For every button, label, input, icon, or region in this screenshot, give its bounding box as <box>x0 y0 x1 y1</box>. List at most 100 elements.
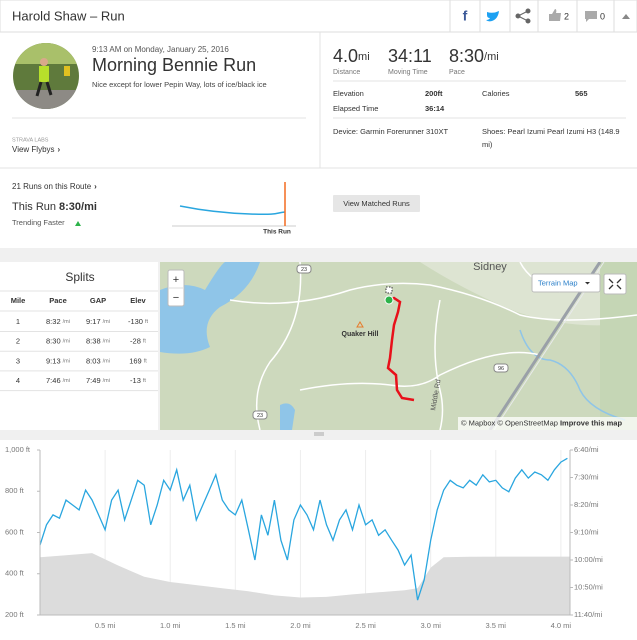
splits-title: Splits <box>65 270 94 284</box>
avatar <box>13 43 79 109</box>
split-value: -28 <box>130 337 141 346</box>
road-shield-label: 23 <box>301 267 307 273</box>
collapse-caret[interactable] <box>622 14 630 19</box>
layer-label[interactable]: Terrain Map <box>538 278 578 287</box>
split-value: 2 <box>16 337 20 346</box>
distance-unit: mi <box>358 51 370 63</box>
split-value: 8:32 <box>46 317 61 326</box>
route-runs-text[interactable]: 21 Runs on this Route <box>12 182 92 191</box>
split-unit: /mi <box>63 339 70 345</box>
attribution-text: © Mapbox © OpenStreetMap <box>461 418 558 427</box>
y-tick-label: 800 ft <box>5 486 25 495</box>
avatar-road <box>13 90 79 109</box>
trend: Trending Faster <box>12 218 65 227</box>
fullscreen-button[interactable] <box>603 273 627 295</box>
this-run-label: This Run <box>12 201 56 213</box>
layer-select[interactable] <box>531 273 601 293</box>
y2-tick-label: 10:00/mi <box>574 555 603 564</box>
split-cell: 8:32/mi <box>46 317 70 326</box>
pace-value: 8:30 <box>449 46 484 66</box>
y2-tick-label: 9:10/mi <box>574 527 599 536</box>
labs-label: STRAVA LABS <box>12 137 49 143</box>
split-value: 9:13 <box>46 356 61 365</box>
trend-arrow <box>75 221 81 226</box>
fullscreen-icon <box>608 278 622 290</box>
split-value: 7:46 <box>46 376 61 385</box>
facebook-icon[interactable]: f <box>463 8 468 24</box>
x-tick-label: 1.5 mi <box>225 621 246 630</box>
activity-name: Morning Bennie Run <box>92 55 256 75</box>
split-value: 7:49 <box>86 376 101 385</box>
distance: 4.0mi <box>333 46 370 66</box>
column-header: Elev <box>130 296 146 305</box>
comment-icon[interactable] <box>585 11 597 22</box>
split-unit: /mi <box>103 339 110 345</box>
elapsed-label: Elapsed Time <box>333 104 378 113</box>
x-tick-label: 4.0 mi <box>551 621 572 630</box>
calories-value: 565 <box>575 89 588 98</box>
road-shield <box>493 363 509 373</box>
trend-line <box>179 205 286 215</box>
attribution: © Mapbox © OpenStreetMap Improve this map <box>461 418 622 427</box>
pace: 8:30/mi <box>449 46 499 66</box>
split-unit: /mi <box>103 319 110 325</box>
split-unit: /mi <box>103 379 110 385</box>
y2-tick-label: 11:40/mi <box>574 610 603 619</box>
split-cell: 3 <box>16 356 20 365</box>
split-cell: 8:30/mi <box>46 337 70 346</box>
avatar-sky <box>13 43 79 64</box>
road-shield-label: 23 <box>257 413 263 419</box>
attribution-bg <box>458 417 637 430</box>
header-actions <box>449 0 615 32</box>
matched-runs-button[interactable] <box>333 195 420 212</box>
map-label: Quaker Hill <box>342 331 379 338</box>
split-cell: 8:03/mi <box>86 356 110 365</box>
kudos-icon[interactable] <box>549 9 561 21</box>
flyby-link[interactable]: View Flybys › <box>12 145 61 154</box>
activity-time: 9:13 AM on Monday, January 25, 2016 <box>92 45 229 54</box>
zoom-in[interactable]: + <box>173 274 179 286</box>
avatar-head <box>40 58 48 66</box>
improve-map[interactable]: Improve this map <box>560 418 623 427</box>
elapsed-value: 36:14 <box>425 104 445 113</box>
x-tick-label: 2.0 mi <box>290 621 311 630</box>
split-value: 169 <box>129 356 142 365</box>
y-tick-label: 200 ft <box>5 610 25 619</box>
road <box>255 262 302 430</box>
route-finish <box>385 286 393 294</box>
elevation-label: Elevation <box>333 89 364 98</box>
split-value: -13 <box>130 376 141 385</box>
road-shield <box>296 264 312 274</box>
y2-tick-label: 7:30/mi <box>574 472 599 481</box>
map-lake <box>160 262 260 354</box>
y-tick-label: 1,000 ft <box>5 445 31 454</box>
flyby-text[interactable]: View Flybys <box>12 145 55 154</box>
share-icon[interactable] <box>515 8 531 24</box>
this-run-marker-label: This Run <box>263 229 291 236</box>
map-roads <box>229 262 637 430</box>
y-tick-label: 400 ft <box>5 569 25 578</box>
layer-caret <box>585 282 590 285</box>
pace-unit: /mi <box>484 51 499 63</box>
peak-icon <box>356 321 364 328</box>
split-unit: ft <box>143 379 147 385</box>
trend-text: Trending Faster <box>12 218 65 227</box>
split-unit: /mi <box>63 319 70 325</box>
route-runs[interactable]: 21 Runs on this Route › <box>12 182 97 191</box>
column-header: GAP <box>90 296 106 305</box>
map[interactable]: Quaker Hill Sidney Middle Rd 23 23 96 + … <box>160 261 637 430</box>
zoom-out[interactable]: − <box>173 292 179 304</box>
avatar-sign <box>64 66 70 76</box>
split-cell: 7:49/mi <box>86 376 110 385</box>
split-cell: -28 ft <box>130 337 146 346</box>
map-label: Sidney <box>473 261 507 273</box>
matched-runs-label[interactable]: View Matched Runs <box>343 199 410 208</box>
resize-handle[interactable] <box>314 432 324 436</box>
x-tick-label: 2.5 mi <box>355 621 376 630</box>
twitter-icon[interactable] <box>486 11 499 22</box>
elevation-value: 200ft <box>425 89 443 98</box>
split-cell: 1 <box>16 317 20 326</box>
route-path <box>386 296 415 402</box>
split-unit: /mi <box>63 359 70 365</box>
